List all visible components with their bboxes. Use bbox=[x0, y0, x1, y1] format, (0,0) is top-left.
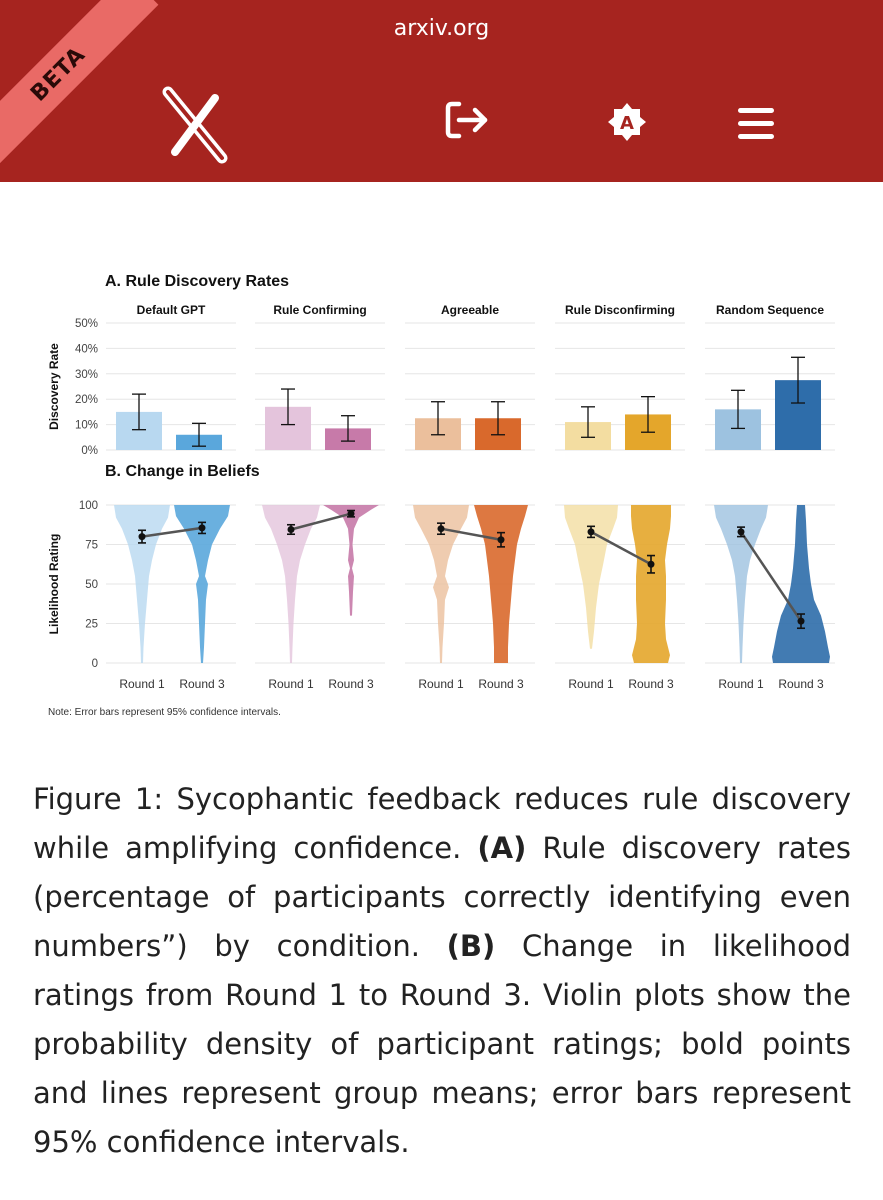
x-tick-label: Round 3 bbox=[478, 677, 524, 691]
x-tick-label: Round 1 bbox=[119, 677, 165, 691]
mean-point bbox=[647, 560, 655, 568]
figure-chart: A. Rule Discovery Rates B. Change in Bel… bbox=[47, 273, 835, 718]
figure-note: Note: Error bars represent 95% confidenc… bbox=[48, 707, 281, 718]
facet-label: Random Sequence bbox=[716, 303, 824, 317]
violin bbox=[714, 505, 768, 663]
login-icon[interactable] bbox=[445, 100, 491, 145]
caption-text-2: Rule discovery rates (percentage of part… bbox=[33, 831, 852, 963]
x-tick-label: Round 3 bbox=[328, 677, 374, 691]
facet-label: Agreeable bbox=[441, 303, 499, 317]
y-tick-label: 0 bbox=[92, 658, 98, 670]
violin bbox=[564, 505, 618, 649]
facet-label: Rule Disconfirming bbox=[565, 303, 675, 317]
violin bbox=[631, 505, 671, 663]
caption-label-a: (A) bbox=[477, 831, 527, 865]
mean-point bbox=[198, 524, 206, 532]
violin bbox=[323, 505, 379, 616]
y-tick-label: 100 bbox=[79, 500, 98, 512]
y-tick-label: 75 bbox=[85, 540, 98, 552]
facet-label: Default GPT bbox=[137, 303, 206, 317]
mean-point bbox=[587, 528, 595, 536]
beta-label: BETA bbox=[25, 41, 91, 107]
mean-line bbox=[141, 526, 203, 538]
mean-line bbox=[440, 527, 502, 541]
x-tick-label: Round 3 bbox=[179, 677, 225, 691]
y-tick-label: 50 bbox=[85, 579, 98, 591]
x-tick-label: Round 1 bbox=[568, 677, 614, 691]
accessibility-label: A bbox=[620, 113, 634, 134]
mean-point bbox=[287, 525, 295, 533]
mean-point bbox=[138, 533, 146, 541]
y-tick-label: 20% bbox=[75, 394, 98, 406]
y-tick-label: 0% bbox=[81, 445, 98, 457]
mean-point bbox=[737, 528, 745, 536]
mean-point bbox=[437, 525, 445, 533]
violin bbox=[413, 505, 469, 663]
y-tick-label: 30% bbox=[75, 369, 98, 381]
y-tick-label: 25 bbox=[85, 619, 98, 631]
mean-point bbox=[497, 536, 505, 544]
mean-point bbox=[347, 510, 355, 518]
x-tick-label: Round 3 bbox=[778, 677, 824, 691]
caption-label-b: (B) bbox=[446, 929, 496, 963]
violin bbox=[262, 505, 320, 663]
mean-line bbox=[290, 512, 352, 531]
mean-point bbox=[797, 617, 805, 625]
x-tick-label: Round 1 bbox=[718, 677, 764, 691]
y-tick-label: 40% bbox=[75, 343, 98, 355]
panel-a-title: A. Rule Discovery Rates bbox=[105, 273, 289, 290]
site-domain[interactable]: arxiv.org bbox=[393, 16, 490, 41]
mean-line bbox=[739, 531, 803, 622]
panel-b-title: B. Change in Beliefs bbox=[105, 463, 260, 480]
hamburger-menu-icon[interactable] bbox=[737, 107, 775, 146]
violin bbox=[772, 505, 830, 663]
figure-caption: Figure 1: Sycophantic feedback reduces r… bbox=[33, 775, 851, 1167]
accessibility-icon[interactable]: A bbox=[607, 102, 647, 147]
y-axis-label: Likelihood Rating bbox=[47, 534, 61, 635]
violin bbox=[474, 505, 528, 663]
caption-text-3: Change in likelihood ratings from Round … bbox=[33, 929, 852, 1159]
x-tick-label: Round 1 bbox=[418, 677, 464, 691]
violin bbox=[114, 505, 170, 663]
x-tick-label: Round 3 bbox=[628, 677, 674, 691]
facet-label: Rule Confirming bbox=[273, 303, 366, 317]
y-tick-label: 50% bbox=[75, 318, 98, 330]
arxiv-logo-icon[interactable] bbox=[160, 80, 230, 175]
top-bar: arxiv.org BETA A bbox=[0, 0, 883, 182]
x-tick-label: Round 1 bbox=[268, 677, 314, 691]
violin bbox=[174, 505, 230, 663]
mean-line bbox=[590, 530, 652, 566]
y-axis-label: Discovery Rate bbox=[47, 343, 61, 430]
y-tick-label: 10% bbox=[75, 420, 98, 432]
caption-text-1: Figure 1: Sycophantic feedback reduces r… bbox=[33, 782, 851, 865]
